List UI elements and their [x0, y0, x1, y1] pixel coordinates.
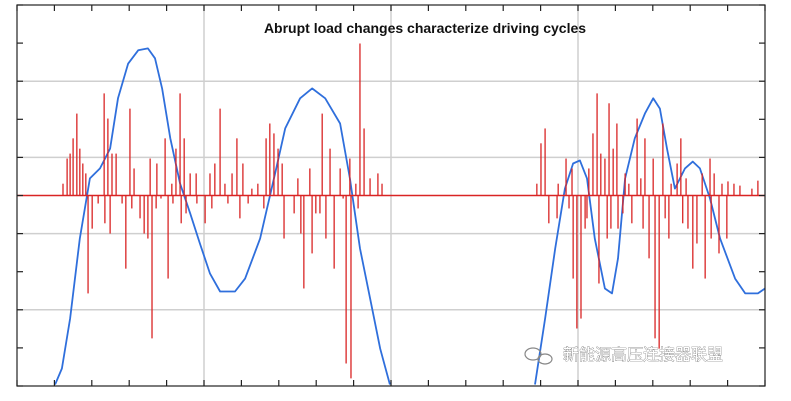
plot-area [17, 43, 765, 385]
watermark-icon [524, 347, 542, 361]
watermark: 新能源高压连接器联盟 [524, 345, 723, 365]
grid [17, 5, 765, 386]
watermark-text: 新能源高压连接器联盟 [563, 345, 723, 364]
ticks [16, 4, 766, 387]
watermark-icon [537, 353, 553, 365]
line [54, 47, 765, 385]
chart-title: Abrupt load changes characterize driving… [264, 20, 586, 36]
